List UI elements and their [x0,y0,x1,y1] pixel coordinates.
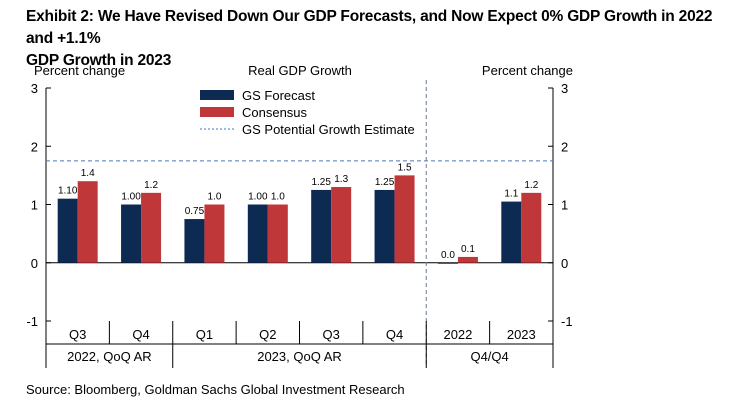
consensus-label: 1.2 [144,180,158,191]
category-label: Q4 [386,327,403,342]
gs-forecast-label: 1.25 [375,177,395,188]
consensus-bar [394,175,415,263]
gs-forecast-label: 1.00 [121,192,141,203]
bar-chart: 3 32 21 10 0-1 -1 1.101.41.001.20.751.0 1.00 1.… [26,63,573,368]
category-label: Q2 [259,327,276,342]
consensus-label: 0.1 [461,244,475,255]
gs-forecast-bar [57,198,78,263]
consensus-label: 1.0 [207,192,221,203]
legend-label-consensus: Consensus [242,105,308,120]
y-axis-label-right: Percent change [482,63,573,78]
legend: GS Forecast Consensus GS Potential Growth … [200,88,415,137]
category-label: Q3 [323,327,340,342]
y-tick-label-left: 3 [31,81,38,96]
gs-forecast-label: 1.25 [311,177,331,188]
gs-forecast-bar [501,201,522,263]
category-label: 2023 [507,327,536,342]
y-tick-label-left: 1 [31,198,38,213]
consensus-label: 1.4 [81,168,95,179]
consensus-label: 1.2 [524,180,538,191]
source-note: Source: Bloomberg, Goldman Sachs Global … [26,382,405,397]
consensus-bar [77,181,98,263]
data-labels: 1.101.41.001.20.751.0 1.00 1.01.25 1.3 1.251… [58,162,539,260]
y-tick-label-left: 2 [31,139,38,154]
group-label: 2023, QoQ AR [257,349,342,364]
gs-forecast-label: 0.0 [441,250,455,261]
gs-forecast-label: 1.10 [58,186,78,197]
gs-forecast-bar [374,189,395,263]
gs-forecast-bar [184,219,205,263]
chart-title: Exhibit 2: We Have Revised Down Our GDP … [26,6,738,72]
gs-forecast-bar [247,204,268,263]
category-label: Q4 [132,327,149,342]
consensus-label: 1.3 [334,174,348,185]
legend-label-potential-growth: GS Potential Growth Estimate [242,122,415,137]
y-tick-label-right: 3 [561,81,568,96]
title-line-2: GDP Growth in 2023 [26,52,172,69]
consensus-label: 1.5 [398,162,412,173]
consensus-bar [521,192,542,263]
gs-forecast-bar [437,262,458,264]
legend-swatch-consensus [200,107,234,117]
gs-forecast-bar [311,189,332,263]
title-line-1: Exhibit 2: We Have Revised Down Our GDP … [26,8,713,47]
category-label: 2022 [443,327,472,342]
gs-forecast-bar [121,204,142,263]
consensus-label: 1.0 [271,192,285,203]
y-tick-label-right: 2 [561,139,568,154]
y-tick-label-right: 0 [561,256,568,271]
legend-swatch-gs-forecast [200,90,234,100]
gs-forecast-label: 1.00 [248,192,268,203]
bars [57,175,542,264]
group-label: Q4/Q4 [470,349,508,364]
legend-label-gs-forecast: GS Forecast [242,88,315,103]
consensus-bar [457,256,478,263]
y-tick-label-right: 1 [561,198,568,213]
y-tick-label-right: -1 [561,314,573,329]
category-axis: Q3 Q4 Q1 Q2 Q3 Q4 2022 2023 2022, QoQ AR 2023, Qo… [45,321,554,368]
consensus-bar [204,204,225,263]
gs-forecast-label: 0.75 [185,206,205,217]
category-label: Q3 [69,327,86,342]
consensus-bar [141,192,162,263]
chart-heading: Real GDP Growth [248,63,352,78]
y-tick-label-left: -1 [26,314,38,329]
y-tick-label-left: 0 [31,256,38,271]
consensus-bar [267,204,288,263]
category-label: Q1 [196,327,213,342]
consensus-bar [331,187,352,263]
y-axis-label-left: Percent change [34,63,125,78]
group-label: 2022, QoQ AR [67,349,152,364]
gs-forecast-label: 1.1 [504,189,518,200]
